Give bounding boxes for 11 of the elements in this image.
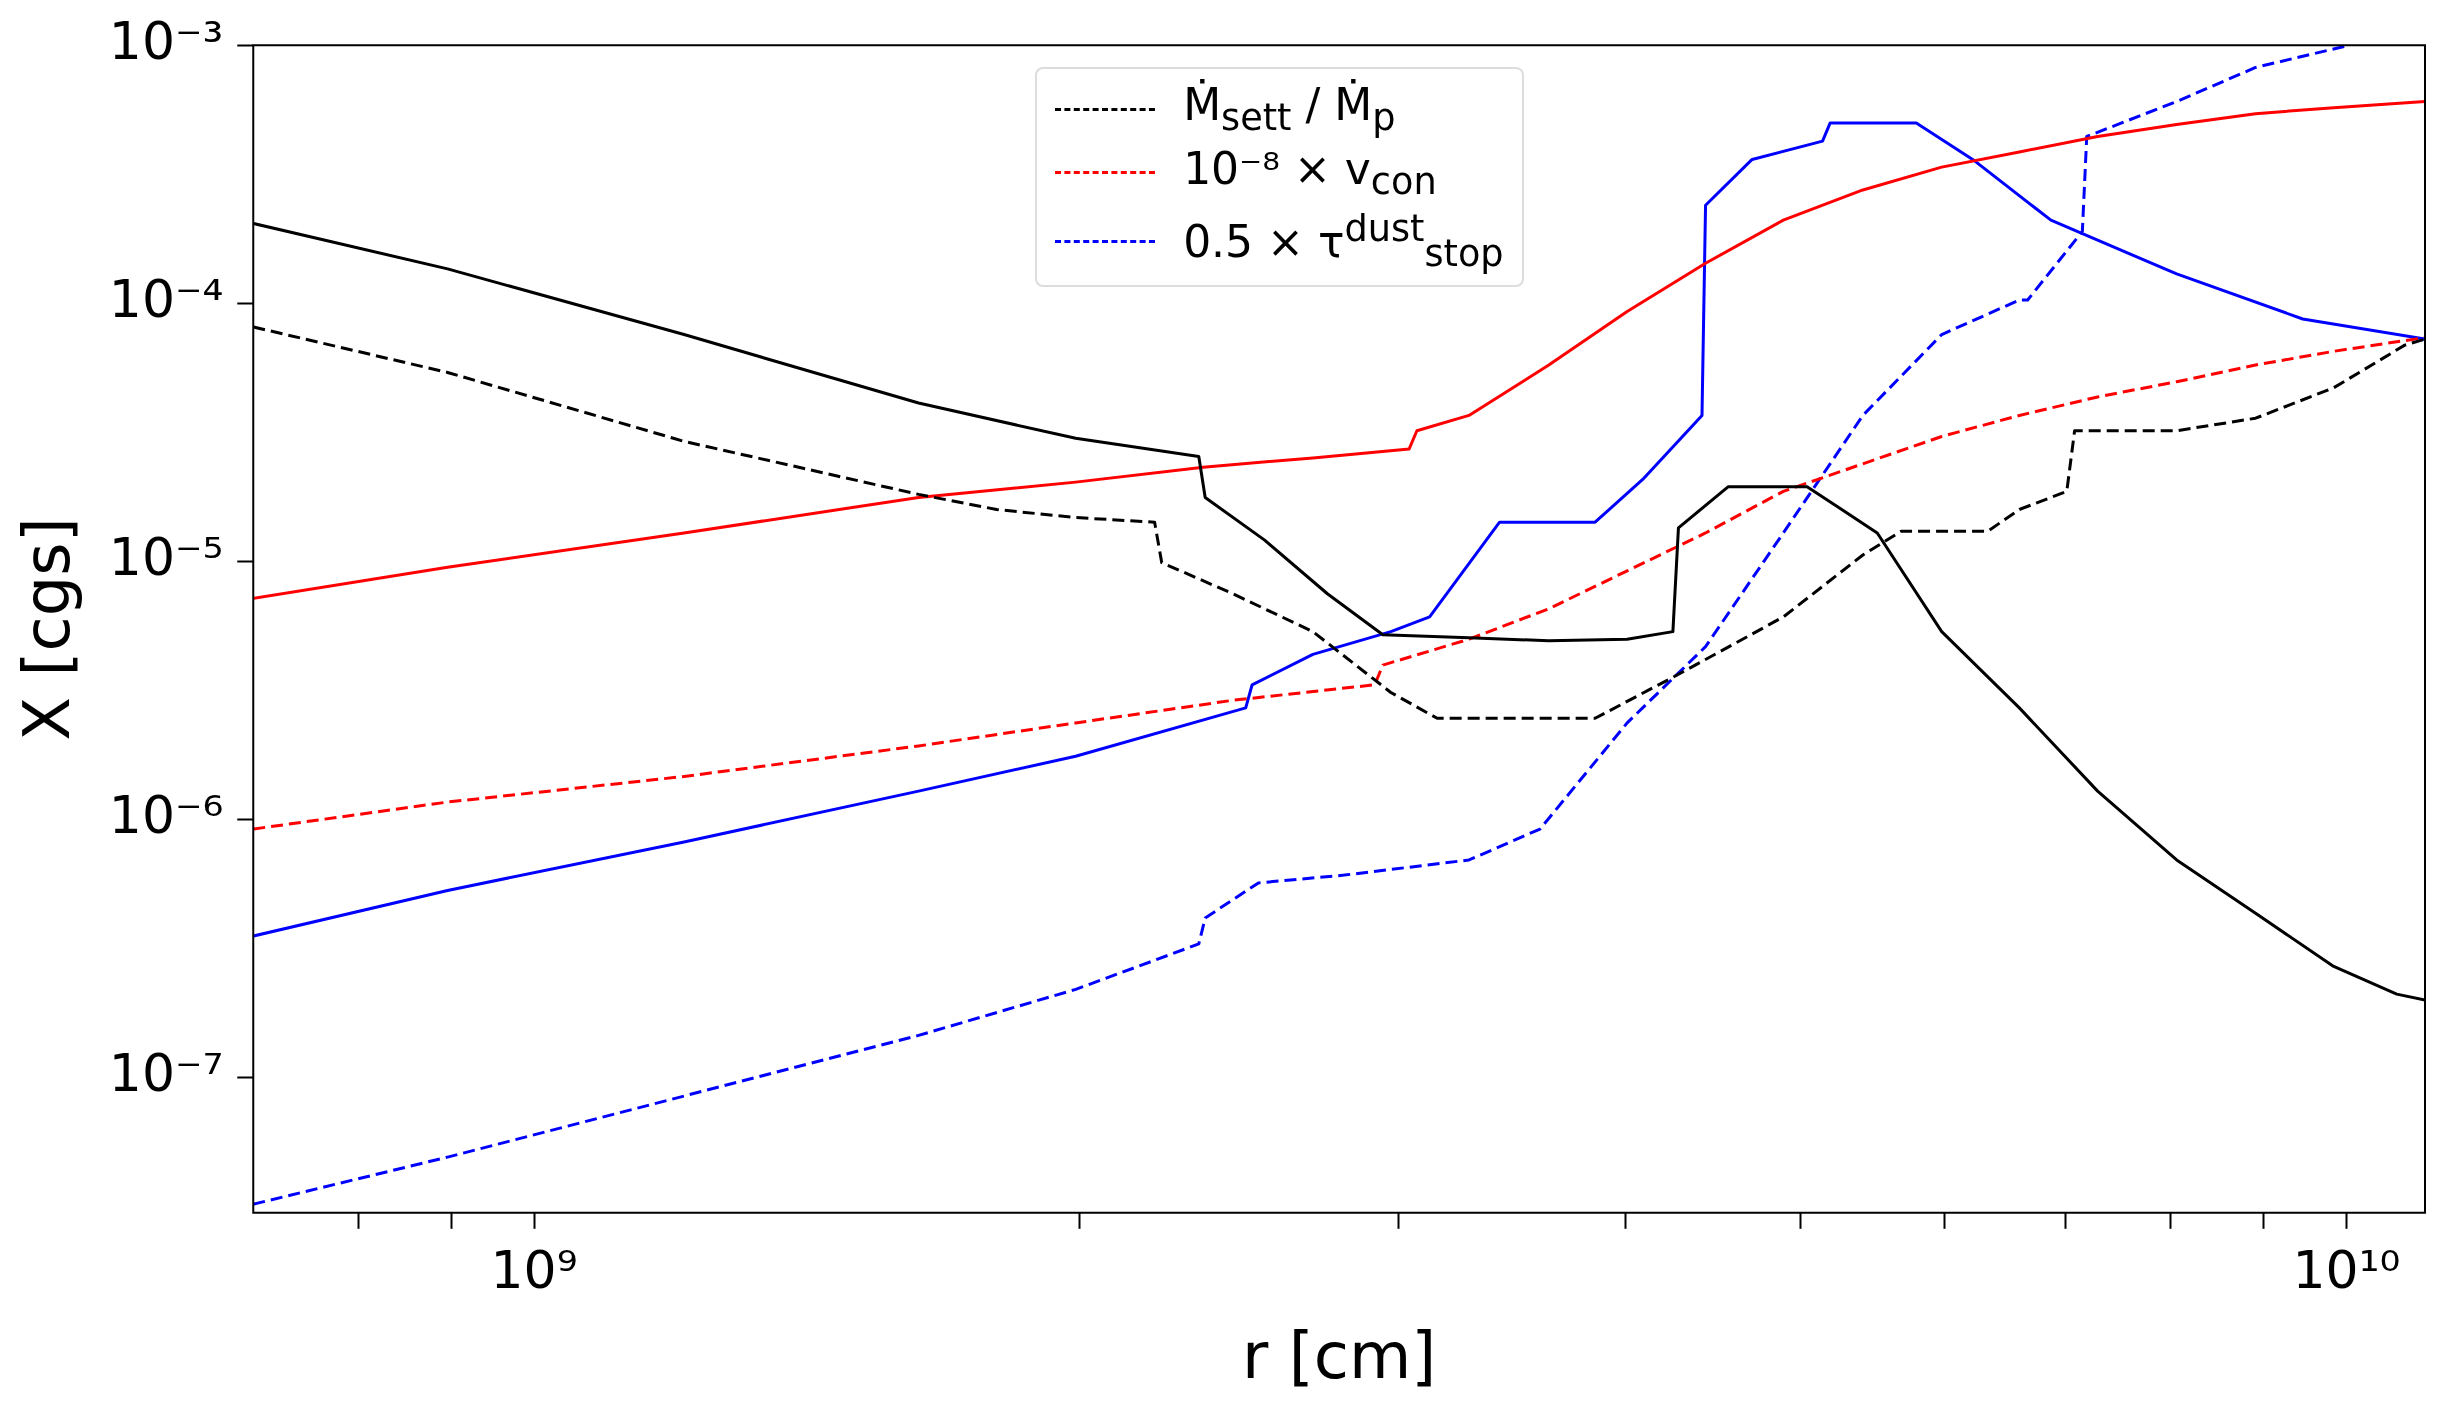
y-tick-label: 10⁻⁶: [108, 785, 224, 846]
y-axis-title: X [cgs]: [10, 517, 85, 741]
y-tick-label: 10⁻³: [108, 10, 224, 71]
y-tick-label: 10⁻⁴: [108, 268, 224, 329]
legend-label: 10⁻⁸ × v$_{con}$: [1183, 142, 1437, 203]
y-tick-label: 10⁻⁵: [108, 527, 224, 588]
x-axis-title: r [cm]: [1242, 1319, 1437, 1394]
y-tick-label: 10⁻⁷: [108, 1043, 224, 1104]
x-tick-label: 10¹⁰: [2292, 1239, 2401, 1300]
legend-label: Ṁ$_{sett}$ / Ṁ$_{p}$: [1183, 79, 1396, 139]
x-tick-label: 10⁹: [490, 1239, 578, 1300]
